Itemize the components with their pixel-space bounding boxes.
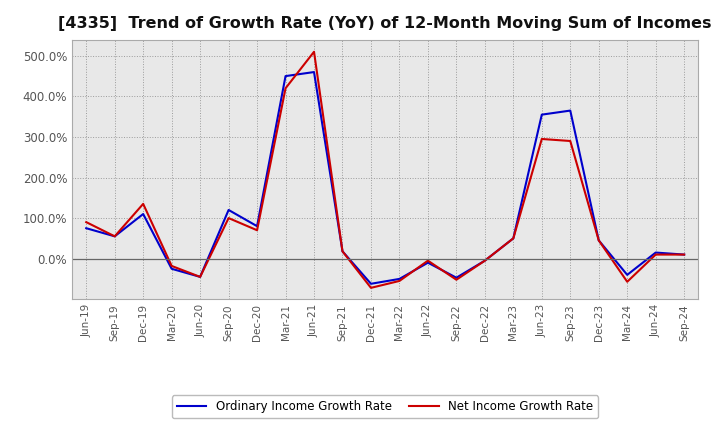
Ordinary Income Growth Rate (196, 274, 204, 279)
Ordinary Income Growth Rate (395, 276, 404, 282)
Net Income Growth Rate (110, 234, 119, 239)
Net Income Growth Rate (310, 49, 318, 55)
Ordinary Income Growth Rate (680, 252, 688, 257)
Net Income Growth Rate (82, 220, 91, 225)
Ordinary Income Growth Rate (282, 73, 290, 79)
Ordinary Income Growth Rate (110, 234, 119, 239)
Net Income Growth Rate (282, 86, 290, 91)
Net Income Growth Rate (338, 249, 347, 254)
Ordinary Income Growth Rate (566, 108, 575, 113)
Net Income Growth Rate (509, 236, 518, 241)
Ordinary Income Growth Rate (623, 272, 631, 278)
Legend: Ordinary Income Growth Rate, Net Income Growth Rate: Ordinary Income Growth Rate, Net Income … (172, 396, 598, 418)
Net Income Growth Rate (423, 258, 432, 263)
Net Income Growth Rate (537, 136, 546, 142)
Ordinary Income Growth Rate (452, 275, 461, 280)
Net Income Growth Rate (366, 285, 375, 290)
Net Income Growth Rate (139, 201, 148, 206)
Net Income Growth Rate (167, 263, 176, 268)
Ordinary Income Growth Rate (82, 226, 91, 231)
Ordinary Income Growth Rate (480, 258, 489, 263)
Net Income Growth Rate (196, 274, 204, 279)
Net Income Growth Rate (595, 238, 603, 243)
Ordinary Income Growth Rate (139, 211, 148, 216)
Ordinary Income Growth Rate (338, 249, 347, 254)
Net Income Growth Rate (452, 277, 461, 282)
Ordinary Income Growth Rate (225, 207, 233, 213)
Net Income Growth Rate (623, 279, 631, 284)
Net Income Growth Rate (225, 216, 233, 221)
Ordinary Income Growth Rate (167, 266, 176, 271)
Net Income Growth Rate (566, 138, 575, 143)
Net Income Growth Rate (253, 227, 261, 233)
Net Income Growth Rate (652, 252, 660, 257)
Line: Ordinary Income Growth Rate: Ordinary Income Growth Rate (86, 72, 684, 284)
Ordinary Income Growth Rate (253, 224, 261, 229)
Net Income Growth Rate (680, 252, 688, 257)
Net Income Growth Rate (480, 258, 489, 263)
Line: Net Income Growth Rate: Net Income Growth Rate (86, 52, 684, 288)
Ordinary Income Growth Rate (310, 70, 318, 75)
Ordinary Income Growth Rate (652, 250, 660, 255)
Ordinary Income Growth Rate (509, 236, 518, 241)
Ordinary Income Growth Rate (595, 238, 603, 243)
Ordinary Income Growth Rate (537, 112, 546, 117)
Ordinary Income Growth Rate (366, 281, 375, 286)
Net Income Growth Rate (395, 279, 404, 284)
Title: [4335]  Trend of Growth Rate (YoY) of 12-Month Moving Sum of Incomes: [4335] Trend of Growth Rate (YoY) of 12-… (58, 16, 712, 32)
Ordinary Income Growth Rate (423, 260, 432, 265)
